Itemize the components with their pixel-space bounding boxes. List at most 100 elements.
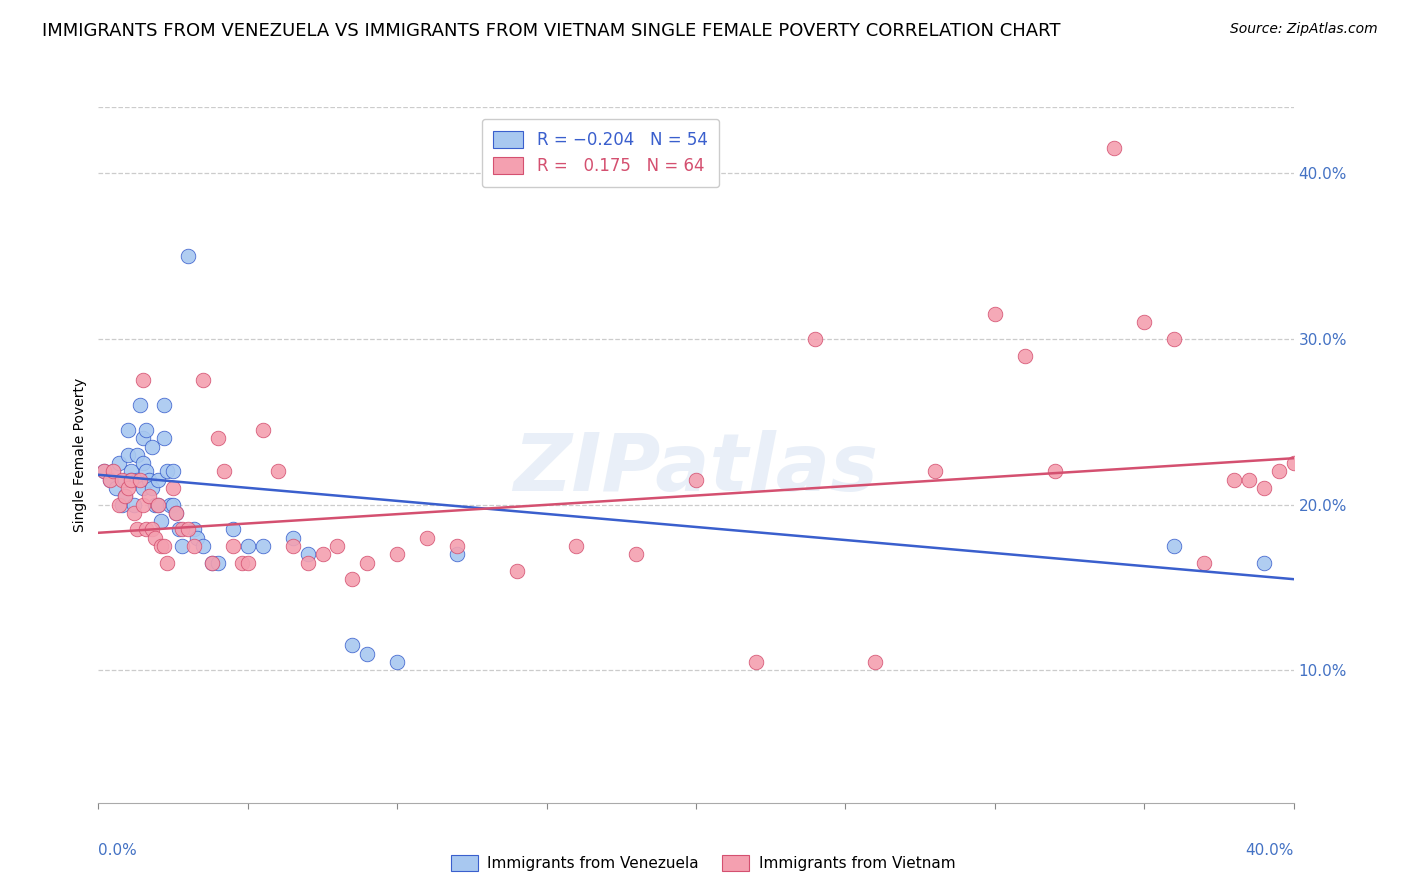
- Point: [236, 556, 259, 570]
- Point: [105, 481, 128, 495]
- Point: [356, 556, 378, 570]
- Point: [108, 498, 131, 512]
- Point: [124, 498, 146, 512]
- Point: [267, 465, 290, 479]
- Point: [1237, 473, 1260, 487]
- Point: [165, 506, 187, 520]
- Point: [120, 473, 142, 487]
- Point: [342, 639, 364, 653]
- Point: [135, 423, 157, 437]
- Point: [1133, 315, 1156, 329]
- Point: [356, 647, 378, 661]
- Point: [167, 523, 190, 537]
- Point: [148, 498, 170, 512]
- Point: [120, 465, 142, 479]
- Text: Source: ZipAtlas.com: Source: ZipAtlas.com: [1230, 22, 1378, 37]
- Point: [117, 448, 139, 462]
- Point: [297, 556, 319, 570]
- Text: 0.0%: 0.0%: [98, 843, 138, 858]
- Point: [138, 489, 160, 503]
- Point: [201, 556, 224, 570]
- Point: [127, 448, 149, 462]
- Point: [111, 473, 134, 487]
- Point: [201, 556, 224, 570]
- Point: [93, 465, 115, 479]
- Point: [1192, 556, 1215, 570]
- Point: [150, 539, 173, 553]
- Point: [191, 539, 214, 553]
- Point: [153, 431, 176, 445]
- Point: [172, 523, 194, 537]
- Point: [156, 465, 179, 479]
- Point: [132, 373, 155, 387]
- Point: [222, 523, 245, 537]
- Point: [231, 556, 253, 570]
- Point: [100, 473, 122, 487]
- Point: [132, 498, 155, 512]
- Point: [252, 423, 274, 437]
- Point: [127, 523, 149, 537]
- Point: [159, 498, 181, 512]
- Point: [1163, 332, 1185, 346]
- Point: [1282, 456, 1305, 470]
- Point: [148, 498, 170, 512]
- Point: [172, 539, 194, 553]
- Point: [191, 373, 214, 387]
- Point: [124, 506, 146, 520]
- Point: [103, 465, 125, 479]
- Point: [1223, 473, 1246, 487]
- Point: [385, 547, 409, 561]
- Point: [143, 531, 166, 545]
- Point: [162, 498, 184, 512]
- Point: [506, 564, 529, 578]
- Point: [385, 655, 409, 669]
- Point: [326, 539, 349, 553]
- Text: IMMIGRANTS FROM VENEZUELA VS IMMIGRANTS FROM VIETNAM SINGLE FEMALE POVERTY CORRE: IMMIGRANTS FROM VENEZUELA VS IMMIGRANTS …: [42, 22, 1060, 40]
- Point: [1253, 556, 1275, 570]
- Point: [924, 465, 946, 479]
- Point: [162, 465, 184, 479]
- Point: [804, 332, 827, 346]
- Point: [281, 539, 304, 553]
- Point: [207, 556, 229, 570]
- Point: [252, 539, 274, 553]
- Point: [311, 547, 333, 561]
- Point: [143, 498, 166, 512]
- Point: [1104, 141, 1126, 155]
- Point: [1267, 465, 1289, 479]
- Point: [297, 547, 319, 561]
- Point: [745, 655, 768, 669]
- Point: [222, 539, 245, 553]
- Point: [626, 547, 648, 561]
- Point: [117, 423, 139, 437]
- Point: [132, 481, 155, 495]
- Point: [165, 506, 187, 520]
- Point: [984, 307, 1007, 321]
- Point: [93, 465, 115, 479]
- Point: [111, 498, 134, 512]
- Legend: Immigrants from Venezuela, Immigrants from Vietnam: Immigrants from Venezuela, Immigrants fr…: [443, 847, 963, 880]
- Point: [177, 249, 200, 263]
- Point: [153, 539, 176, 553]
- Point: [135, 523, 157, 537]
- Point: [114, 473, 136, 487]
- Point: [129, 398, 152, 412]
- Point: [565, 539, 588, 553]
- Point: [416, 531, 439, 545]
- Point: [1253, 481, 1275, 495]
- Y-axis label: Single Female Poverty: Single Female Poverty: [73, 378, 87, 532]
- Point: [156, 556, 179, 570]
- Point: [148, 473, 170, 487]
- Point: [186, 531, 208, 545]
- Point: [281, 531, 304, 545]
- Point: [135, 465, 157, 479]
- Point: [132, 431, 155, 445]
- Point: [127, 473, 149, 487]
- Point: [446, 539, 468, 553]
- Point: [103, 465, 125, 479]
- Point: [141, 440, 163, 454]
- Point: [342, 572, 364, 586]
- Point: [120, 473, 142, 487]
- Point: [177, 523, 200, 537]
- Point: [865, 655, 887, 669]
